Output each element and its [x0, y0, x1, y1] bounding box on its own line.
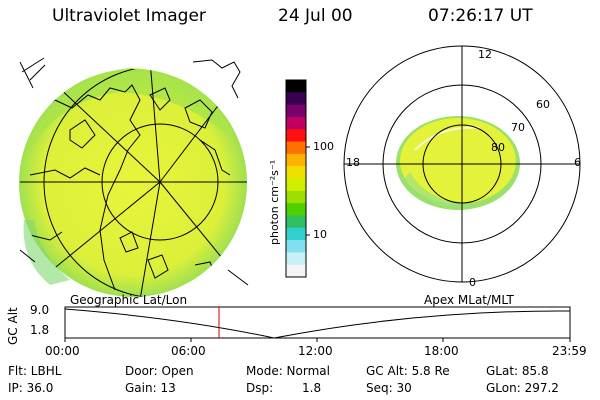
apex-panel-title: Apex MLat/MLT: [424, 293, 514, 307]
green-arc: [30, 68, 232, 150]
dsp-value: 1.8: [302, 381, 322, 395]
coastlines: [29, 84, 231, 291]
altitude-plot: [64, 306, 571, 342]
altitude-ytick-low: 1.8: [30, 323, 50, 337]
gc-alt-info: GC Alt: 5.8 Re: [366, 364, 450, 378]
colorbar-segment: [286, 166, 306, 179]
polar-plot: [343, 45, 581, 283]
polar-grid: [343, 45, 581, 283]
mlat-label-70: 70: [511, 121, 525, 134]
colorbar-segment: [286, 215, 306, 229]
dsp-label: Dsp:: [246, 381, 274, 395]
colorbar-segment: [286, 264, 306, 278]
colorbar-label-100: 100: [313, 140, 334, 153]
altitude-xtick-2: 12:00: [298, 344, 333, 358]
glat-info: GLat: 85.8: [486, 364, 549, 378]
colorbar-segment: [286, 240, 306, 253]
colorbar-unit-label: photon cm⁻²s⁻¹: [268, 159, 281, 245]
colorbar-segment: [286, 92, 306, 106]
time-label: 07:26:17 UT: [428, 6, 533, 26]
gain-info: Gain: 13: [125, 381, 176, 395]
door-info: Door: Open: [125, 364, 194, 378]
altitude-curve: [64, 308, 571, 339]
altitude-xtick-3: 18:00: [424, 344, 459, 358]
altitude-frame: [64, 306, 571, 339]
filter-info: Flt: LBHL: [8, 364, 62, 378]
colorbar-segment: [286, 129, 306, 143]
mlt-label-18: 18: [346, 156, 360, 169]
colorbar-label-10: 10: [313, 228, 327, 241]
colorbar-segment: [286, 153, 306, 167]
instrument-title: Ultraviolet Imager: [52, 6, 206, 26]
colorbar-segment: [286, 252, 306, 266]
mlt-label-6: 6: [574, 156, 581, 169]
mlat-label-80: 80: [491, 141, 505, 154]
ip-info: IP: 36.0: [8, 381, 54, 395]
glon-info: GLon: 297.2: [486, 381, 559, 395]
altitude-xtick-4: 23:59: [552, 344, 587, 358]
mlt-label-12: 12: [478, 48, 492, 61]
mode-info: Mode: Normal: [246, 364, 330, 378]
colorbar-segment: [286, 227, 306, 241]
colorbar-segment: [286, 203, 306, 216]
altitude-xtick-1: 06:00: [171, 344, 206, 358]
date-label: 24 Jul 00: [278, 6, 353, 26]
geographic-image: [19, 57, 249, 297]
colorbar-segment: [286, 190, 306, 204]
geographic-panel-title: Geographic Lat/Lon: [70, 293, 188, 307]
colorbar-segment: [286, 116, 306, 130]
mlt-label-0: 0: [469, 276, 476, 289]
colorbar-segment: [286, 104, 306, 118]
seq-info: Seq: 30: [366, 381, 412, 395]
colorbar-segment: [286, 80, 306, 93]
outside-grid: [19, 57, 249, 286]
colorbar-segment: [286, 141, 306, 155]
colorbar-segment: [286, 178, 306, 192]
altitude-xtick-0: 00:00: [45, 344, 80, 358]
mlat-label-60: 60: [536, 98, 550, 111]
altitude-ylabel: GC Alt: [6, 307, 20, 345]
altitude-ytick-high: 9.0: [30, 303, 50, 317]
colorbar: [285, 79, 310, 278]
